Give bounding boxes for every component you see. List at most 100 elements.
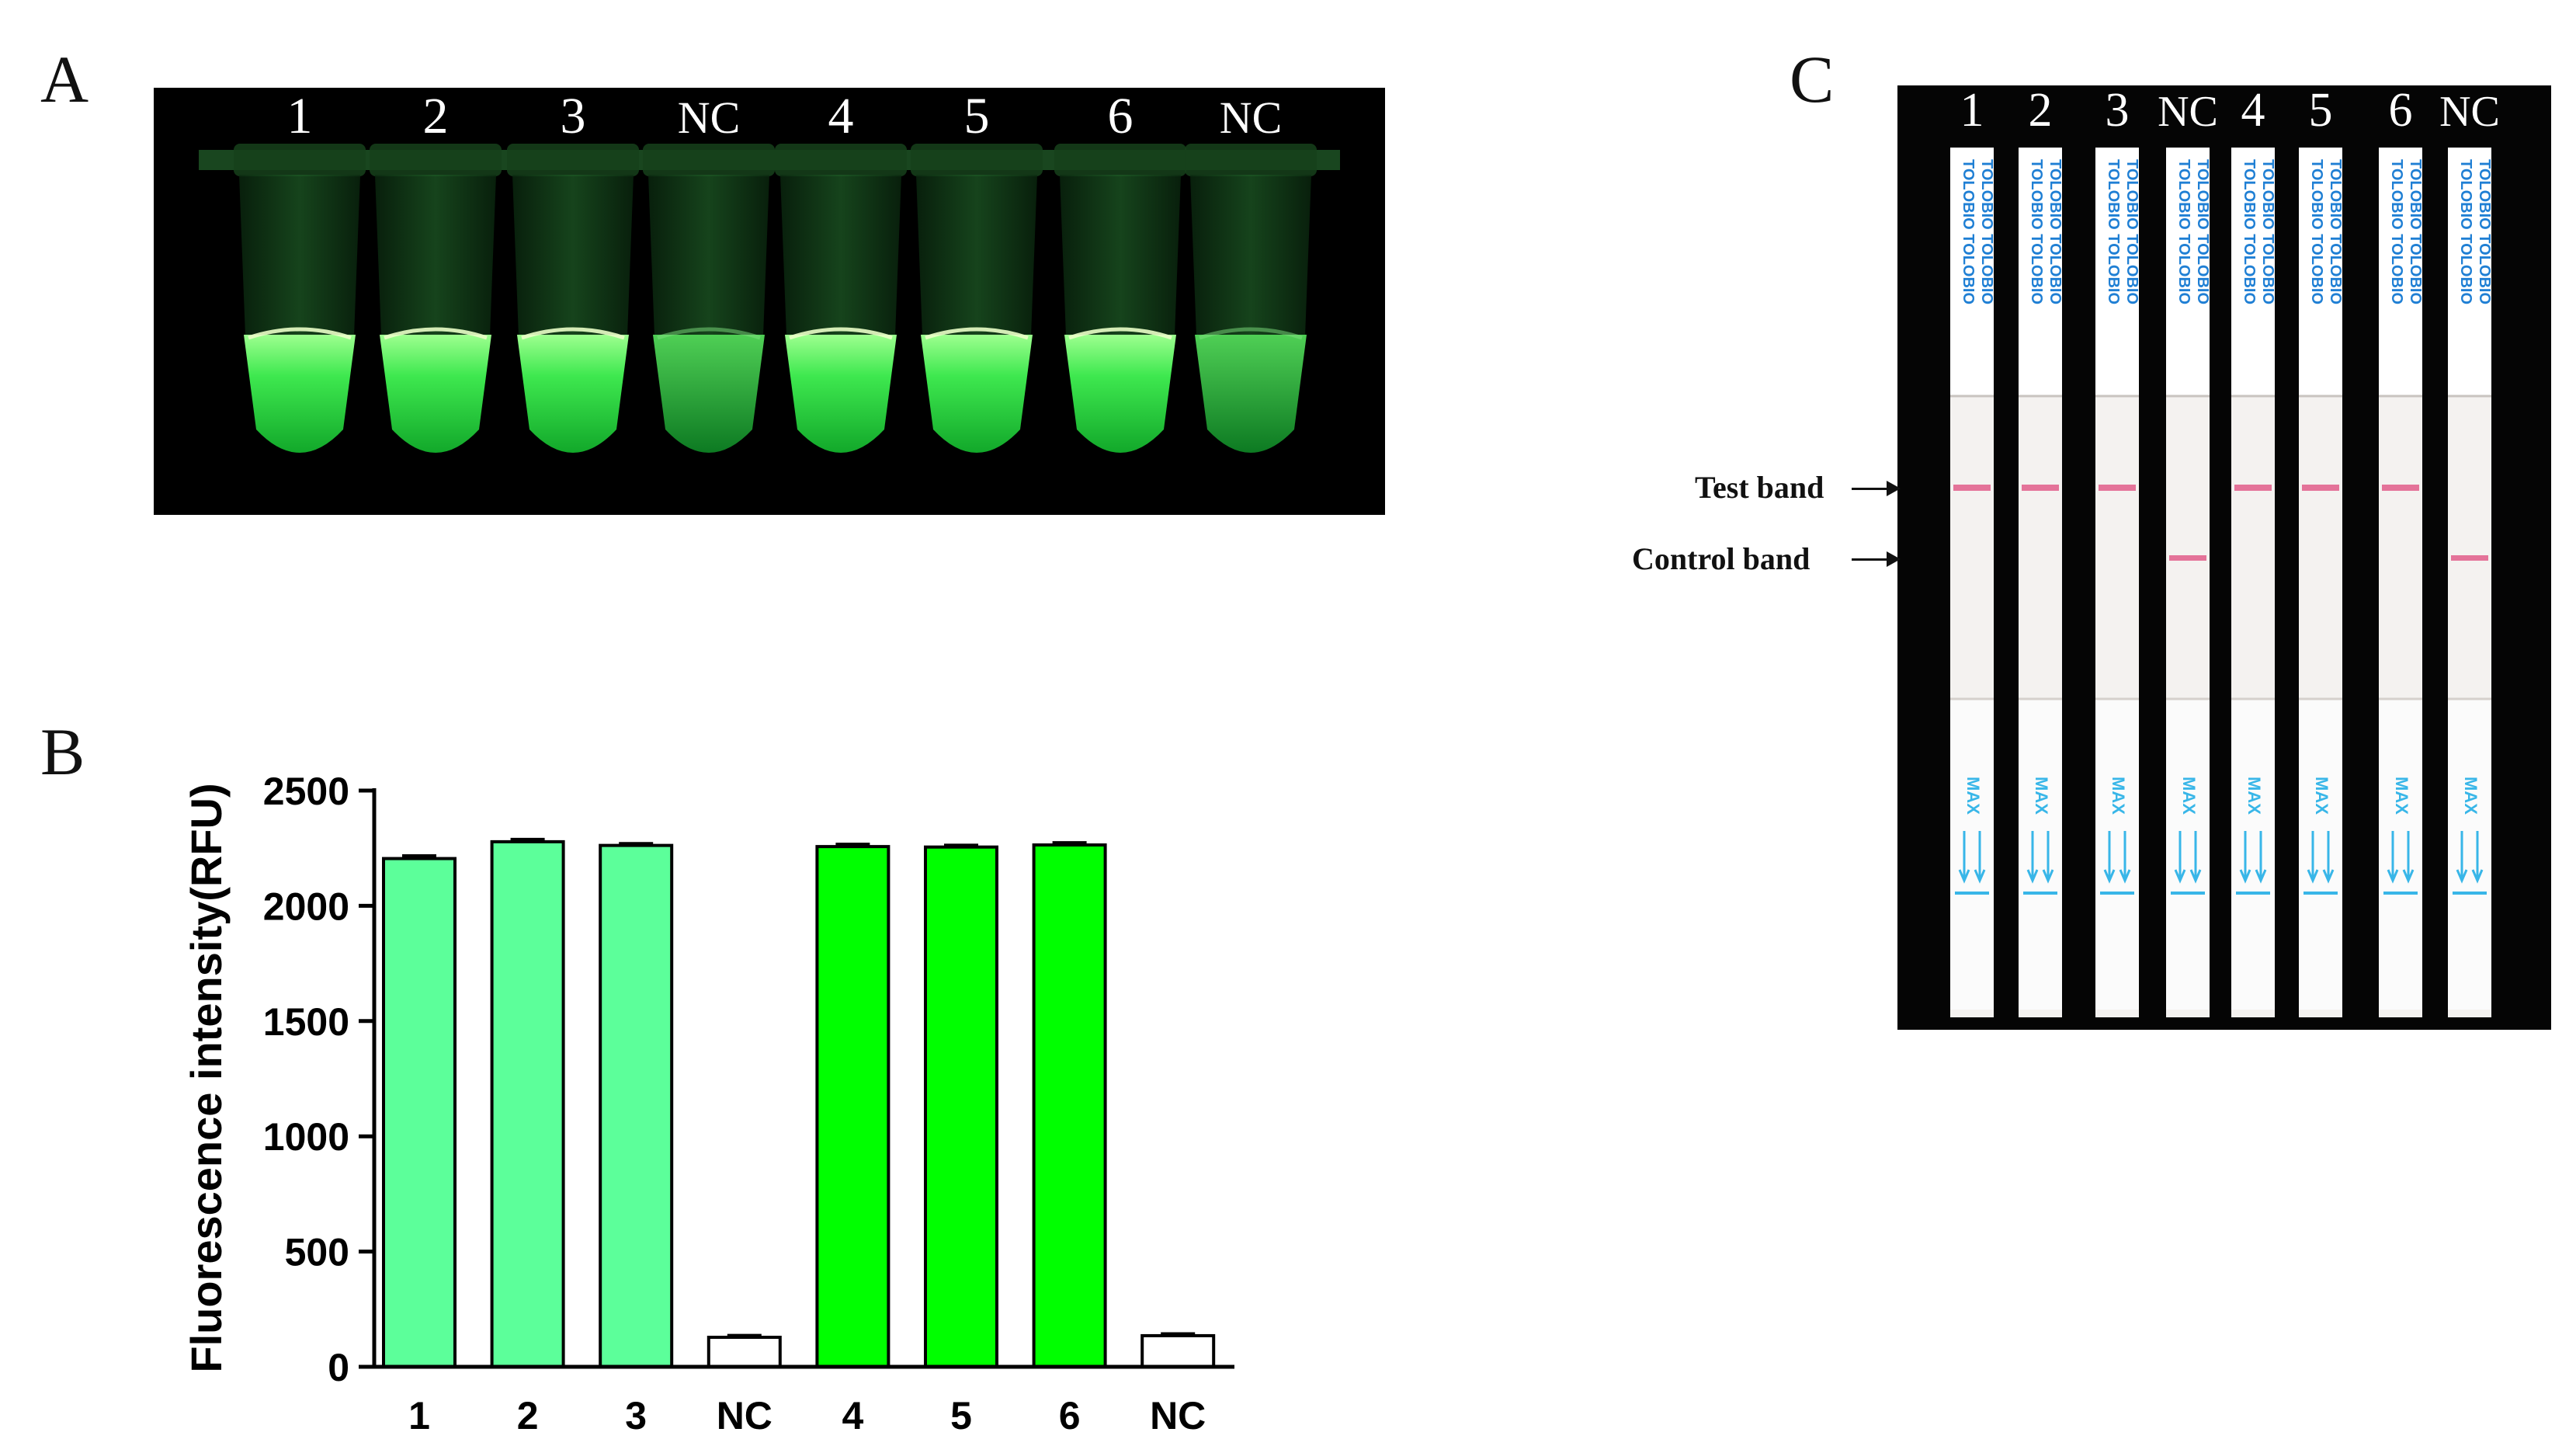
test-strip: TOLOBIO TOLOBIO TOLOBIO TOLOBIO MAX: [2166, 148, 2211, 1017]
strip-brand-text: TOLOBIO TOLOBIO: [2259, 159, 2276, 304]
strip-max-text: MAX: [2461, 777, 2481, 815]
strip-brand-text: TOLOBIO TOLOBIO: [2028, 159, 2045, 304]
control-band: [2169, 555, 2206, 561]
tube: [234, 144, 366, 453]
strip-max-text: MAX: [1963, 777, 1983, 815]
panel-label-a: A: [40, 42, 89, 116]
x-tick-label: 3: [625, 1394, 647, 1437]
strip-brand-text: TOLOBIO TOLOBIO: [1960, 159, 1977, 304]
strip-label: 3: [2106, 85, 2130, 137]
control-band-arrow-head: [1887, 551, 1901, 567]
strip-brand-text: TOLOBIO TOLOBIO: [2123, 159, 2140, 304]
strip-brand-text: TOLOBIO TOLOBIO: [2388, 159, 2405, 304]
tube: [1054, 144, 1186, 453]
test-band: [2382, 485, 2419, 491]
strip-brand-text: TOLOBIO TOLOBIO: [2241, 159, 2258, 304]
panel-label-c: C: [1790, 42, 1835, 116]
x-tick-label: 4: [842, 1394, 863, 1437]
bar: [706, 1336, 782, 1369]
y-tick-label: 0: [328, 1346, 349, 1389]
test-band-arrow: [1852, 488, 1890, 490]
strip-label: 5: [2309, 85, 2333, 137]
panel-label-b: B: [40, 714, 85, 789]
strip-label: 6: [2389, 85, 2413, 137]
bar-group: [382, 839, 1216, 1369]
bar: [924, 845, 998, 1368]
bar: [490, 839, 565, 1369]
y-tick-label: 1500: [263, 1000, 349, 1044]
bar: [1032, 843, 1107, 1368]
strip-brand-text: TOLOBIO TOLOBIO: [2105, 159, 2122, 304]
strip-max-text: MAX: [2179, 777, 2199, 815]
strip-brand-text: TOLOBIO TOLOBIO: [2327, 159, 2344, 304]
tube-label: 3: [561, 88, 586, 144]
x-tick-label: 2: [517, 1394, 539, 1437]
strip-brand-text: TOLOBIO TOLOBIO: [2194, 159, 2211, 304]
y-tick-label: 2000: [263, 885, 349, 928]
control-band-arrow: [1852, 558, 1890, 561]
bar-chart: 0 500 1000 1500 2000 2500 1 2 3 NC 4 5 6 NC Fluoresc…: [182, 770, 1234, 1437]
tube: [370, 144, 502, 453]
strip-brand-text: TOLOBIO TOLOBIO: [2407, 159, 2424, 304]
tube-label: 5: [964, 88, 990, 144]
y-axis-title: Fluorescence intensity(RFU): [182, 783, 231, 1372]
tube-label-group: 1 2 3 NC 4 5 6 NC: [287, 88, 1283, 144]
strip-label: 2: [2029, 85, 2053, 137]
control-band: [2451, 555, 2488, 561]
test-band: [2302, 485, 2339, 491]
y-axis-ticks: 0 500 1000 1500 2000 2500: [263, 770, 374, 1389]
test-band: [2022, 485, 2059, 491]
tube-label: 6: [1108, 88, 1134, 144]
test-band-arrow-head: [1887, 481, 1901, 496]
test-strip: TOLOBIO TOLOBIO TOLOBIO TOLOBIO MAX: [2299, 148, 2344, 1017]
bar: [599, 843, 674, 1368]
test-band: [1953, 485, 1991, 491]
tube: [643, 144, 775, 453]
x-tick-label: 5: [950, 1394, 972, 1437]
strip-label: NC: [2158, 88, 2218, 136]
control-band-label: Control band: [1632, 541, 1810, 576]
strip-label: 1: [1960, 85, 1984, 137]
strip-brand-text: TOLOBIO TOLOBIO: [2175, 159, 2192, 304]
y-tick-label: 500: [285, 1231, 349, 1274]
bar: [382, 857, 457, 1368]
strip-label: NC: [2439, 88, 2500, 136]
strip-label: 4: [2241, 85, 2265, 137]
strip-label-group: 1 2 3 NC 4 5 6 NC: [1960, 84, 2500, 137]
tube-label: NC: [678, 92, 741, 143]
tube: [1185, 144, 1317, 453]
test-strip: TOLOBIO TOLOBIO TOLOBIO TOLOBIO MAX: [2095, 148, 2140, 1017]
strip-group: TOLOBIO TOLOBIO TOLOBIO TOLOBIOMAXTOLOBIO…: [1950, 148, 2493, 1017]
test-band-label: Test band: [1695, 470, 1824, 505]
test-band: [2099, 485, 2136, 491]
strip-brand-text: TOLOBIO TOLOBIO: [2047, 159, 2064, 304]
x-tick-label: NC: [1150, 1394, 1206, 1437]
test-strip: TOLOBIO TOLOBIO TOLOBIO TOLOBIO MAX: [2448, 148, 2493, 1017]
strips-photo: TOLOBIO TOLOBIO TOLOBIO TOLOBIO MAX TOLOBIO…: [1897, 84, 2551, 1030]
tube-label: 2: [423, 88, 449, 144]
strip-max-text: MAX: [2392, 777, 2411, 815]
x-tick-label: NC: [717, 1394, 772, 1437]
tube: [775, 144, 907, 453]
strip-max-text: MAX: [2312, 777, 2331, 815]
tube-group: [234, 144, 1317, 453]
strip-brand-text: TOLOBIO TOLOBIO: [2308, 159, 2325, 304]
test-strip: TOLOBIO TOLOBIO TOLOBIO TOLOBIO MAX: [2231, 148, 2276, 1017]
y-tick-label: 2500: [263, 770, 349, 813]
y-tick-label: 1000: [263, 1115, 349, 1159]
tubes-photo: 1 2 3 NC 4 5 6 NC: [154, 88, 1385, 515]
tube-label: NC: [1220, 92, 1283, 143]
strip-brand-text: TOLOBIO TOLOBIO: [2457, 159, 2474, 304]
test-band: [2234, 485, 2272, 491]
x-tick-labels: 1 2 3 NC 4 5 6 NC: [408, 1394, 1206, 1437]
strip-max-text: MAX: [2032, 777, 2051, 815]
bar: [815, 845, 890, 1369]
strip-max-text: MAX: [2109, 777, 2128, 815]
tube: [911, 144, 1043, 453]
strip-brand-text: TOLOBIO TOLOBIO: [1978, 159, 1995, 304]
test-strip: TOLOBIO TOLOBIO TOLOBIO TOLOBIO MAX: [1950, 148, 1995, 1017]
bar: [1140, 1333, 1216, 1369]
tube: [507, 144, 639, 453]
x-tick-label: 6: [1059, 1394, 1081, 1437]
test-strip: TOLOBIO TOLOBIO TOLOBIO TOLOBIO MAX: [2019, 148, 2064, 1017]
